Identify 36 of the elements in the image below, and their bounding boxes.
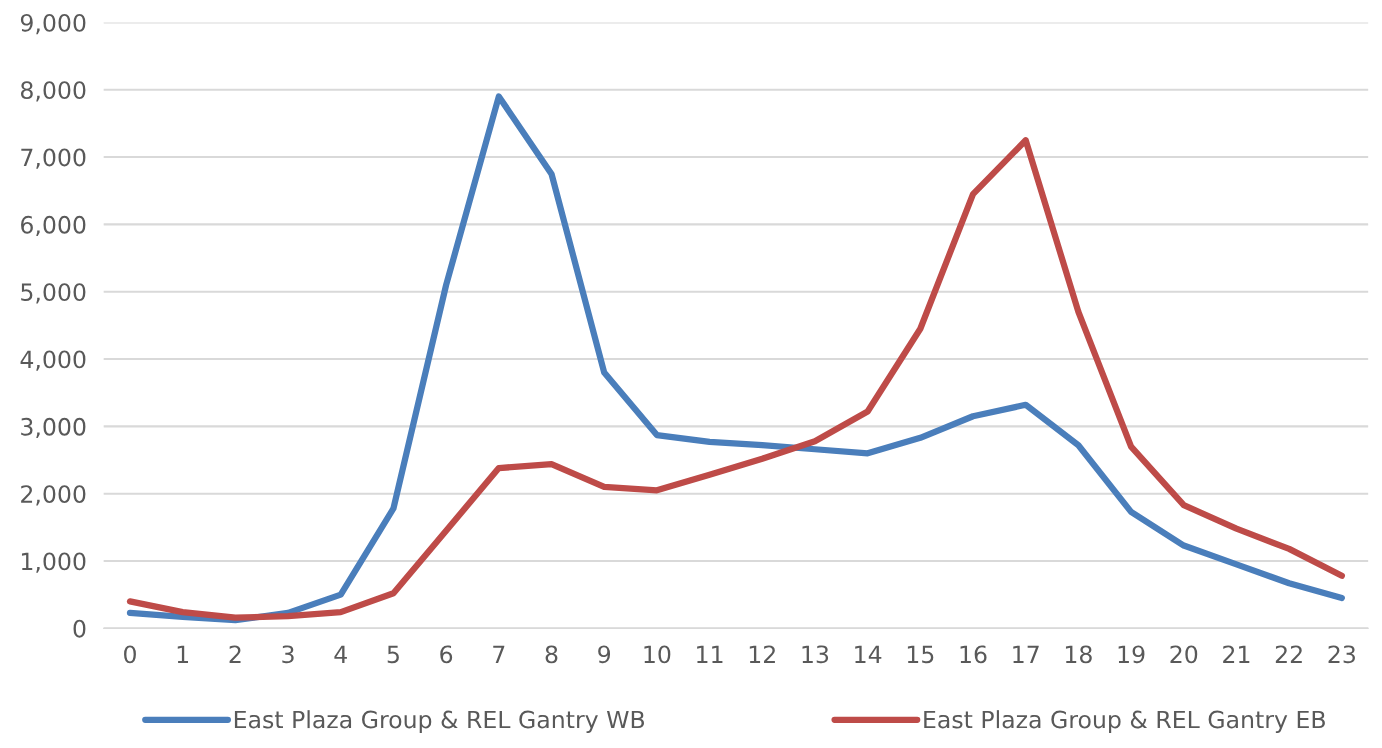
x-tick-label: 16 xyxy=(960,645,987,664)
x-tick-label: 19 xyxy=(1118,645,1145,664)
x-tick-label: 12 xyxy=(749,645,775,663)
x-tick-label: 21 xyxy=(1223,645,1250,663)
x-tick-label: 6 xyxy=(440,645,453,664)
x-tick-label: 23 xyxy=(1328,645,1355,664)
y-tick-label: 4,000 xyxy=(20,350,86,371)
x-tick-label: 2 xyxy=(229,645,241,663)
x-tick-label: 10 xyxy=(644,645,671,664)
y-tick-label: 3,000 xyxy=(21,417,86,439)
x-tick-label: 3 xyxy=(282,645,294,664)
x-tick-label: 8 xyxy=(545,645,558,664)
y-tick-label: 9,000 xyxy=(20,13,86,35)
x-tick-label: 0 xyxy=(124,645,136,664)
x-tick-label: 18 xyxy=(1065,645,1092,664)
legend-label: East Plaza Group & REL Gantry WB xyxy=(234,710,645,734)
y-tick-label: 1,000 xyxy=(21,552,86,573)
y-tick-label: 8,000 xyxy=(20,81,86,102)
x-tick-label: 22 xyxy=(1275,645,1302,663)
x-tick-label: 5 xyxy=(387,645,399,664)
x-tick-label: 9 xyxy=(598,645,611,664)
y-tick-label: 7,000 xyxy=(21,148,86,169)
x-tick-label: 17 xyxy=(1013,645,1039,663)
x-tick-label: 20 xyxy=(1170,645,1198,664)
y-tick-label: 6,000 xyxy=(21,215,86,237)
y-tick-label: 0 xyxy=(73,619,86,638)
x-tick-label: 7 xyxy=(493,645,505,663)
x-tick-label: 4 xyxy=(334,645,347,663)
legend-label: East Plaza Group & REL Gantry EB xyxy=(924,710,1325,734)
x-tick-label: 15 xyxy=(907,645,934,664)
y-tick-label: 2,000 xyxy=(21,485,86,506)
x-tick-label: 13 xyxy=(802,645,829,664)
y-tick-label: 5,000 xyxy=(21,283,86,304)
x-tick-label: 11 xyxy=(697,645,723,663)
x-tick-label: 14 xyxy=(855,645,882,663)
x-tick-label: 1 xyxy=(177,645,189,663)
